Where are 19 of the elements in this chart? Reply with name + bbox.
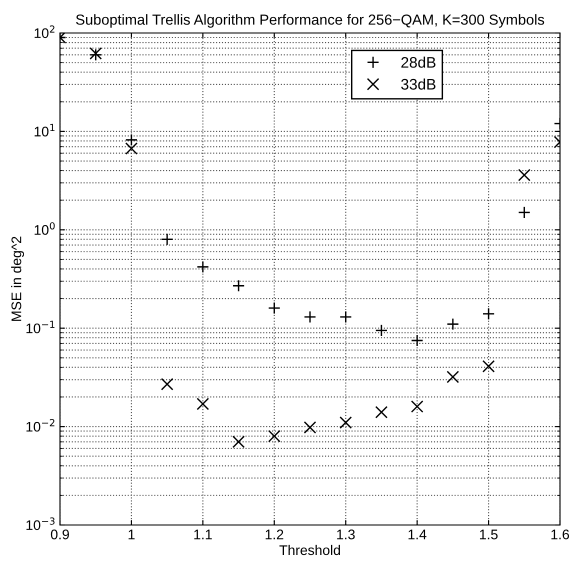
x-tick-label: 1 — [128, 530, 135, 540]
x-tick-label: 1.2 — [266, 530, 284, 540]
y-tick-label: 10$^{2}$ — [34, 25, 54, 38]
x-tick-label: 0.9 — [50, 530, 69, 540]
y-tick-label: 10$^{−2}$ — [26, 418, 54, 432]
y-tick-label: 10$^{−1}$ — [26, 320, 54, 334]
y-axis-title: MSE in deg^2 — [11, 236, 24, 321]
x-tick-label: 1.3 — [337, 530, 355, 540]
x-tick-label: 1.6 — [551, 530, 570, 540]
y-tick-label: 10$^{−3}$ — [26, 517, 55, 530]
y-tick-label: 10$^{1}$ — [34, 124, 54, 136]
legend-label: 28dB — [401, 56, 436, 68]
x-axis-title: Threshold — [279, 544, 340, 556]
x-tick-label: 1.1 — [194, 530, 212, 540]
x-tick-label: 1.4 — [408, 530, 426, 540]
chart-title: Suboptimal Trellis Algorithm Performance for 256−QAM, K=300 Symbols — [76, 14, 544, 28]
legend-label: 33dB — [401, 78, 436, 90]
x-tick-label: 1.5 — [480, 530, 498, 540]
y-tick-label: 10$^{0}$ — [34, 222, 55, 235]
